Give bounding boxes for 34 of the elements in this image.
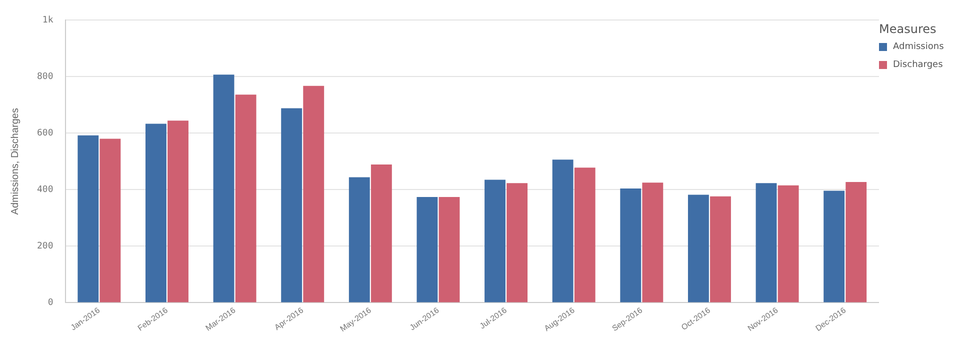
bar xyxy=(824,190,845,302)
bar xyxy=(620,188,642,302)
y-tick-label: 200 xyxy=(36,242,54,252)
y-axis-title: Admissions, Discharges xyxy=(10,108,21,215)
bar xyxy=(506,183,528,302)
bar xyxy=(778,185,799,302)
bar xyxy=(710,196,731,302)
legend-label: Admissions xyxy=(893,42,944,52)
bar xyxy=(100,138,121,302)
y-tick-label: 600 xyxy=(36,128,54,138)
bar xyxy=(78,135,99,302)
y-tick-label: 400 xyxy=(36,184,54,195)
bar xyxy=(438,196,460,302)
bar xyxy=(281,108,302,302)
bar xyxy=(370,164,392,302)
bar xyxy=(642,182,664,302)
bar xyxy=(348,177,370,302)
y-tick-label: 0 xyxy=(48,298,54,308)
bar xyxy=(213,74,234,302)
bar xyxy=(574,168,596,302)
bar xyxy=(145,124,166,302)
bar xyxy=(484,180,506,302)
bar xyxy=(416,196,438,302)
bar xyxy=(303,86,324,302)
legend-label: Discharges xyxy=(893,60,943,70)
bar xyxy=(168,120,188,302)
y-tick-label: 1k xyxy=(42,15,54,26)
y-tick-label: 800 xyxy=(36,72,54,82)
legend-title: Measures xyxy=(879,22,938,36)
bar xyxy=(235,94,256,302)
bar xyxy=(756,183,777,302)
bar xyxy=(688,194,709,302)
bar xyxy=(846,182,867,302)
bar xyxy=(552,160,574,302)
